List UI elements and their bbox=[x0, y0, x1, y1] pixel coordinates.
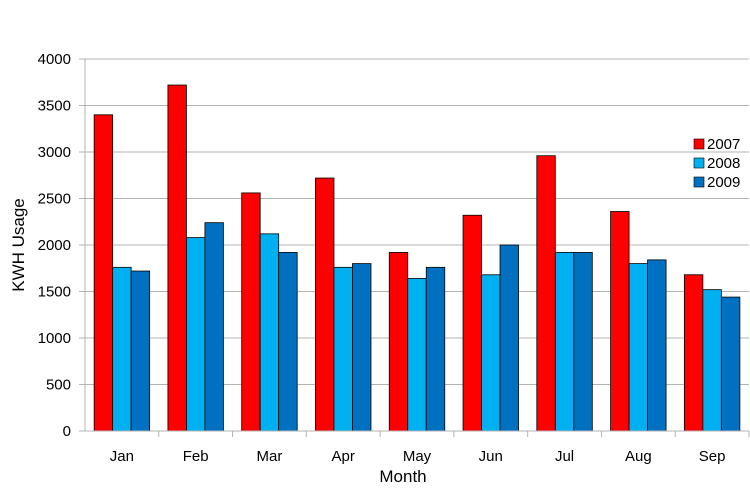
bar-2007-jan bbox=[93, 114, 114, 432]
bar-2009-jan bbox=[130, 270, 151, 432]
bar-2007-jun bbox=[462, 214, 482, 432]
bars bbox=[93, 84, 741, 432]
bar-2007-aug bbox=[610, 211, 630, 432]
x-tick-label: Jul bbox=[555, 448, 574, 465]
legend-swatch-2009 bbox=[693, 176, 705, 188]
x-tick-label: Jan bbox=[110, 448, 134, 465]
bar-2007-apr bbox=[315, 177, 335, 432]
y-tick-label: 2000 bbox=[38, 237, 71, 254]
x-tick-label: Sep bbox=[699, 448, 726, 465]
bar-2009-may bbox=[425, 266, 446, 432]
bar-2007-mar bbox=[241, 192, 261, 432]
bar-2009-feb bbox=[204, 222, 224, 432]
axes bbox=[79, 58, 750, 437]
bar-2009-apr bbox=[352, 263, 372, 432]
y-tick-label: 1000 bbox=[38, 330, 71, 347]
y-tick-label: 0 bbox=[63, 423, 71, 440]
bar-2008-sep bbox=[702, 289, 722, 432]
legend-swatch-2008 bbox=[693, 157, 705, 169]
bar-2008-mar bbox=[259, 233, 280, 432]
bar-2007-feb bbox=[167, 84, 187, 432]
y-tick-label: 4000 bbox=[38, 51, 71, 68]
bar-2008-feb bbox=[186, 237, 206, 432]
y-tick-label: 500 bbox=[46, 377, 71, 394]
y-tick-label: 3000 bbox=[38, 144, 71, 161]
bar-2008-jun bbox=[481, 274, 501, 432]
bar-2007-jul bbox=[536, 155, 556, 432]
bar-2009-sep bbox=[720, 296, 741, 432]
y-tick-label: 1500 bbox=[38, 284, 71, 301]
x-tick-label: Feb bbox=[183, 448, 209, 465]
bar-2009-aug bbox=[647, 259, 667, 432]
y-axis-title: KWH Usage bbox=[9, 198, 28, 292]
bar-2007-sep bbox=[683, 274, 704, 432]
legend-label-2008: 2008 bbox=[707, 155, 740, 172]
bar-2009-mar bbox=[278, 252, 298, 432]
legend: 2007 2008 2009 bbox=[693, 136, 740, 191]
legend-label-2009: 2009 bbox=[707, 174, 740, 191]
bar-2008-jul bbox=[554, 252, 575, 432]
bar-2008-apr bbox=[333, 266, 353, 432]
legend-swatch-2007 bbox=[693, 138, 705, 150]
bar-2008-jan bbox=[112, 266, 132, 432]
bar-2009-jul bbox=[573, 252, 593, 432]
x-tick-label: Aug bbox=[625, 448, 652, 465]
x-axis-title: Month bbox=[379, 467, 426, 486]
x-tick-label: May bbox=[403, 448, 432, 465]
y-tick-label: 3500 bbox=[38, 98, 71, 115]
y-tick-labels: 0 500 1000 1500 2000 2500 3000 3500 4000 bbox=[38, 51, 71, 440]
x-tick-label: Jun bbox=[479, 448, 503, 465]
bar-2007-may bbox=[388, 252, 409, 432]
legend-label-2007: 2007 bbox=[707, 136, 740, 153]
x-tick-labels: Jan Feb Mar Apr May Jun Jul Aug Sep bbox=[110, 448, 726, 465]
x-tick-label: Apr bbox=[332, 448, 355, 465]
bar-2008-may bbox=[407, 278, 427, 432]
bar-2008-aug bbox=[628, 263, 648, 432]
y-tick-label: 2500 bbox=[38, 191, 71, 208]
bar-2009-jun bbox=[499, 244, 519, 432]
x-tick-label: Mar bbox=[257, 448, 283, 465]
